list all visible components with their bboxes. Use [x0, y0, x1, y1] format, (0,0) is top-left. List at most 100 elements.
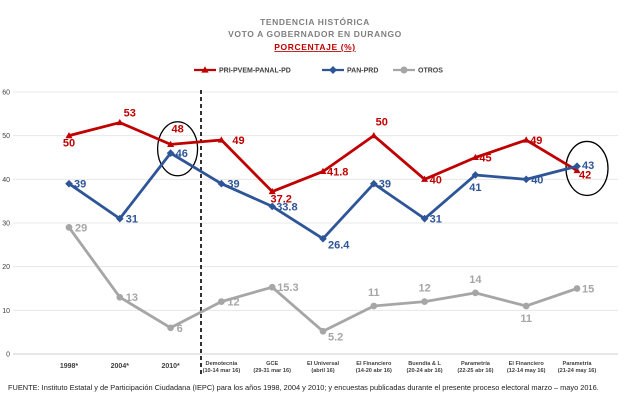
- otros-data-label: 6: [177, 323, 183, 335]
- pan-data-label: 26.4: [328, 240, 350, 252]
- otros-point: [116, 293, 124, 301]
- otros-point: [65, 224, 73, 231]
- x-tick-label: Buendía & L: [408, 361, 441, 367]
- pan-data-label: 31: [430, 214, 442, 226]
- pan-data-label: 39: [227, 179, 239, 191]
- pan-data-label: 39: [379, 179, 391, 191]
- pan-series-line: [68, 151, 578, 241]
- x-tick-sublabel: (abril 16): [311, 368, 334, 374]
- annotations: [156, 90, 609, 375]
- otros-series-line: [67, 226, 578, 333]
- otros-data-label: 15.3: [277, 282, 298, 294]
- otros-data-label: 15: [582, 284, 594, 296]
- pan-data-label: 31: [126, 214, 138, 226]
- y-axis: 0 10 20 30 40 50 60: [2, 90, 10, 359]
- y-tick-label: 60: [2, 90, 10, 97]
- otros-point: [522, 302, 530, 310]
- legend-label: PAN-PRD: [347, 68, 378, 75]
- y-tick-label: 30: [2, 221, 10, 228]
- otros-point: [472, 289, 479, 297]
- otros-point: [268, 283, 276, 291]
- pri-data-label: 53: [124, 108, 136, 120]
- pri-data-label: 42: [579, 170, 591, 182]
- pri-data-label: 37.2: [270, 194, 291, 206]
- pri-series-line: [68, 121, 578, 193]
- footnote: FUENTE: Instituto Estatal y de Participa…: [8, 383, 599, 392]
- otros-data-label: 14: [469, 274, 482, 286]
- y-tick-label: 40: [2, 177, 10, 184]
- pan-point: [573, 162, 581, 171]
- pan-point: [166, 149, 175, 157]
- pri-point: [268, 187, 276, 195]
- pan-point: [115, 214, 124, 223]
- otros-point: [218, 298, 225, 305]
- pri-data-label: 49: [530, 135, 542, 147]
- pri-point: [217, 136, 225, 143]
- pan-data-label: 41: [469, 182, 481, 194]
- otros-data-label: 13: [126, 292, 138, 304]
- otros-point: [167, 324, 174, 332]
- chart-title-line1: TENDENCIA HISTÓRICA: [260, 16, 370, 27]
- pan-point: [471, 171, 480, 179]
- x-tick-sublabel: (12-14 may 16): [507, 368, 546, 374]
- legend-label: OTROS: [418, 68, 443, 75]
- pan-point: [268, 202, 277, 211]
- otros-point: [573, 285, 581, 292]
- legend-marker: [201, 66, 209, 73]
- x-tick-label: El Financiero: [356, 361, 392, 367]
- x-tick-label: El Financiero: [509, 361, 545, 367]
- otros-data-label: 12: [418, 283, 430, 295]
- y-tick-label: 50: [2, 133, 10, 140]
- highlight-ellipse-2010: [156, 121, 199, 177]
- x-tick-sublabel: (20-24 abr 16): [407, 368, 443, 374]
- pri-data-label: 40: [430, 174, 442, 186]
- pan-data-label: 46: [176, 148, 188, 160]
- pri-data-label: 41.8: [327, 166, 348, 178]
- pan-point: [319, 234, 327, 243]
- legend-marker: [329, 66, 337, 74]
- legend: PRI-PVEM-PANAL-PD PAN-PRD OTROS: [194, 66, 443, 75]
- pri-data-label: 45: [479, 153, 491, 165]
- otros-data-label: 11: [520, 313, 532, 325]
- otros-data-label: 12: [227, 297, 239, 309]
- otros-point: [370, 302, 378, 310]
- pan-point: [65, 179, 73, 188]
- pan-point: [420, 214, 429, 223]
- pan-point: [217, 179, 226, 188]
- x-tick-sublabel: (29-31 mar 16): [253, 368, 291, 374]
- chart: TENDENCIA HISTÓRICA VOTO A GOBERNADOR EN…: [2, 16, 618, 375]
- pan-data-label: 43: [582, 160, 594, 172]
- legend-marker: [400, 66, 408, 74]
- otros-data-label: 5.2: [328, 331, 343, 343]
- pri-point: [471, 153, 479, 161]
- pri-point: [319, 167, 327, 175]
- x-tick-label: 2010*: [161, 363, 180, 370]
- pan-data-label: 40: [531, 174, 543, 186]
- pri-data-label: 50: [376, 117, 388, 129]
- x-tick-label: 2004*: [111, 363, 130, 370]
- pri-data-label: 50: [63, 138, 75, 150]
- otros-point: [319, 327, 327, 335]
- otros-data-label: 11: [368, 287, 380, 299]
- pri-point: [116, 118, 124, 126]
- plot-area: 50 53 48 49 37.2 41.8 50 40 45 49 42 39 31 46 39 33.8 26…: [63, 108, 594, 344]
- x-tick-label: Demotecnia: [206, 361, 239, 367]
- pri-data-label: 49: [232, 135, 244, 147]
- otros-point: [421, 298, 428, 305]
- x-tick-sublabel: (10-14 mar 16): [203, 368, 241, 374]
- x-axis: 1998* 2004* 2010* Demotecnia(10-14 mar 16) G…: [60, 361, 597, 374]
- pri-point: [65, 131, 73, 139]
- x-tick-label: GCE: [266, 361, 278, 367]
- pan-point: [369, 179, 378, 188]
- otros-data-label: 29: [75, 222, 87, 234]
- pri-point: [522, 136, 530, 143]
- x-tick-label: 1998*: [60, 363, 79, 370]
- pan-data-label: 33.8: [276, 201, 297, 213]
- y-tick-label: 0: [6, 352, 10, 359]
- pri-point: [421, 175, 429, 182]
- chart-title-line2: VOTO A GOBERNADOR EN DURANGO: [228, 29, 402, 39]
- pri-data-label: 48: [171, 123, 183, 135]
- y-tick-label: 10: [2, 308, 10, 315]
- x-tick-sublabel: (21-24 may 16): [558, 368, 597, 374]
- legend-label: PRI-PVEM-PANAL-PD: [219, 68, 291, 75]
